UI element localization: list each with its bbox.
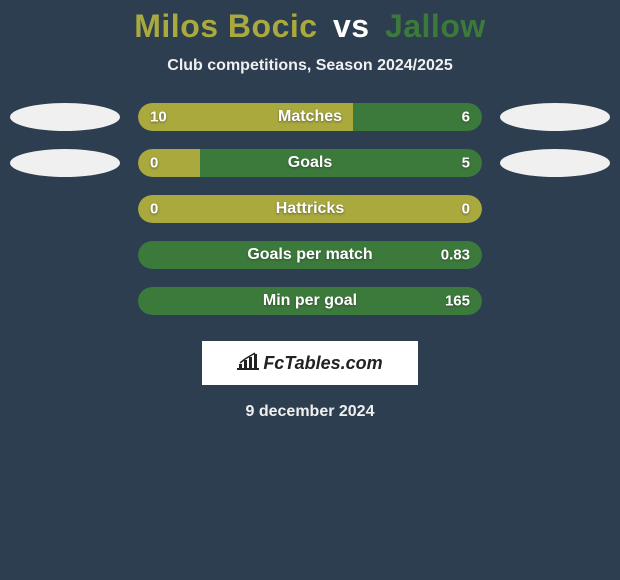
stat-row: 106Matches — [0, 103, 620, 131]
stat-bar: 05Goals — [138, 149, 482, 177]
player1-name: Milos Bocic — [134, 8, 317, 44]
stat-row: 165Min per goal — [0, 287, 620, 315]
player1-marker — [10, 149, 120, 177]
stat-row: 00Hattricks — [0, 195, 620, 223]
logo: FcTables.com — [237, 352, 382, 375]
stat-bar: 00Hattricks — [138, 195, 482, 223]
logo-box: FcTables.com — [202, 341, 418, 385]
bar-left — [138, 149, 200, 177]
stat-bar: 165Min per goal — [138, 287, 482, 315]
bar-right — [138, 241, 482, 269]
date-text: 9 december 2024 — [0, 403, 620, 421]
bar-left — [138, 103, 353, 131]
player2-marker — [500, 103, 610, 131]
logo-text: FcTables.com — [263, 353, 382, 374]
bar-right — [138, 287, 482, 315]
player2-name: Jallow — [385, 8, 486, 44]
page-title: Milos Bocic vs Jallow — [0, 8, 620, 45]
player1-marker — [10, 103, 120, 131]
bar-right — [353, 103, 482, 131]
vs-text: vs — [333, 8, 370, 44]
stat-bar: 106Matches — [138, 103, 482, 131]
stat-bar: 0.83Goals per match — [138, 241, 482, 269]
stat-row: 0.83Goals per match — [0, 241, 620, 269]
bar-right — [200, 149, 482, 177]
stats-list: 106Matches 05Goals 00Hattricks 0.83Goals pe… — [0, 103, 620, 315]
subtitle: Club competitions, Season 2024/2025 — [0, 57, 620, 75]
comparison-card: Milos Bocic vs Jallow Club competitions,… — [0, 0, 620, 421]
chart-icon — [237, 352, 259, 375]
bar-left — [138, 195, 482, 223]
stat-row: 05Goals — [0, 149, 620, 177]
player2-marker — [500, 149, 610, 177]
